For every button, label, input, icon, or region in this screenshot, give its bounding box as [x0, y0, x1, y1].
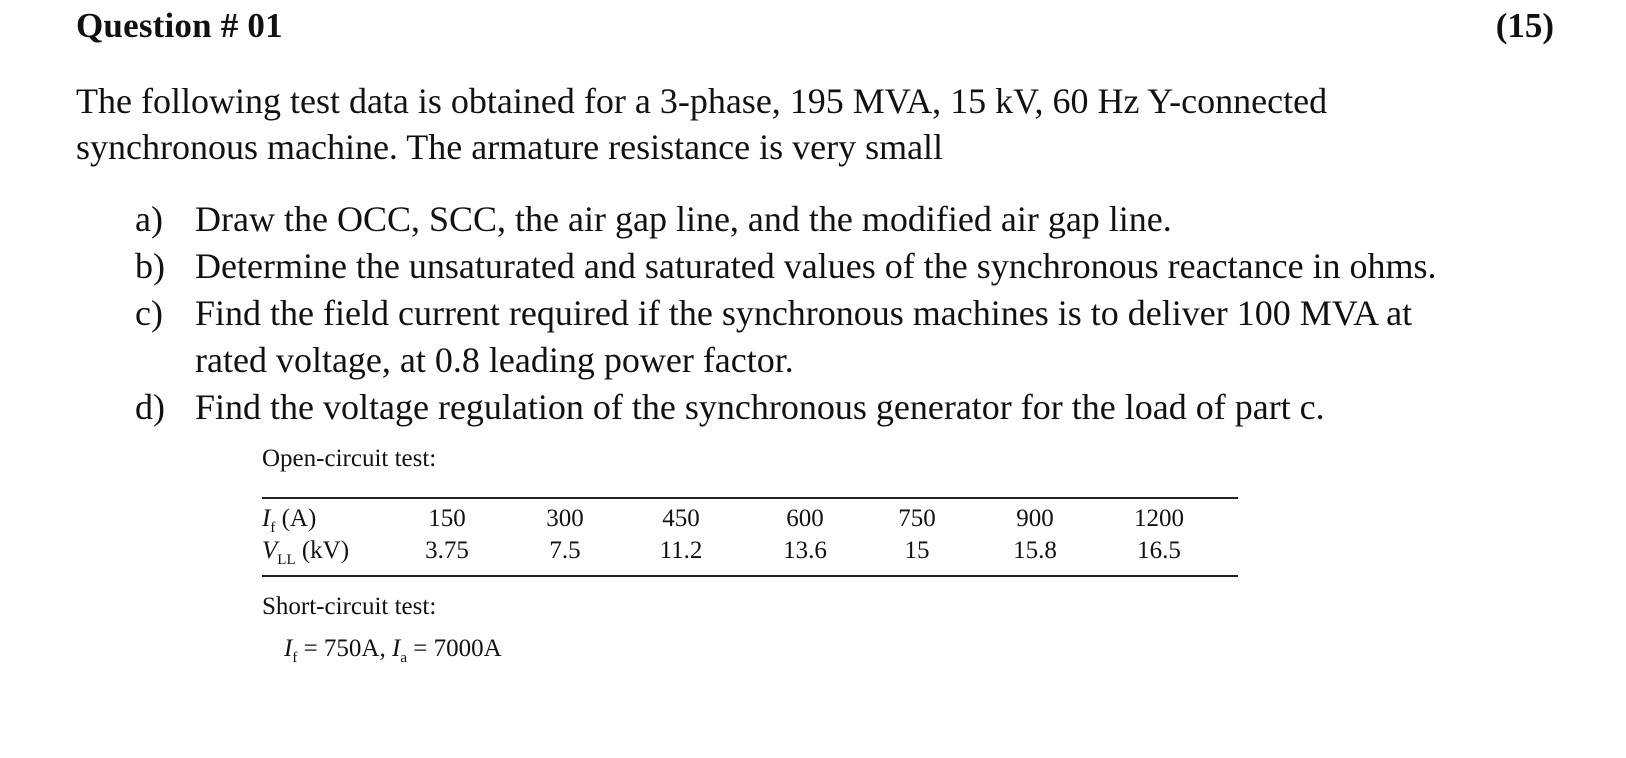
short-circuit-title: Short-circuit test: — [262, 593, 437, 620]
row-header-if: If (A) — [262, 505, 317, 536]
part-d: d) Find the voltage regulation of the sy… — [135, 384, 1605, 431]
table-top-rule — [262, 497, 1238, 499]
table-cell: 15.8 — [1013, 537, 1057, 564]
row-header-vll: VLL (kV) — [262, 537, 350, 568]
part-label: c) — [135, 293, 163, 333]
table-cell: 7.5 — [549, 537, 581, 564]
table-bottom-rule — [262, 575, 1238, 577]
table-cell: 15 — [904, 537, 930, 564]
table-cell: 600 — [786, 505, 824, 532]
intro-line-1: The following test data is obtained for … — [76, 81, 1328, 121]
part-text: Determine the unsaturated and saturated … — [195, 246, 1437, 286]
table-cell: 750 — [898, 505, 936, 532]
table-cell: 3.75 — [425, 537, 469, 564]
table-row-field-current: If (A) 150 300 450 600 750 900 1200 — [262, 505, 1238, 536]
table-cell: 11.2 — [659, 537, 703, 564]
open-circuit-title: Open-circuit test: — [262, 445, 437, 472]
table-cell: 1200 — [1134, 505, 1184, 532]
question-intro: The following test data is obtained for … — [76, 78, 1576, 170]
question-marks: (15) — [1495, 6, 1554, 45]
part-text: Draw the OCC, SCC, the air gap line, and… — [195, 199, 1172, 239]
table-cell: 300 — [546, 505, 584, 532]
part-text: Find the field current required if the s… — [195, 293, 1413, 333]
part-label: b) — [135, 246, 165, 286]
part-a: a) Draw the OCC, SCC, the air gap line, … — [135, 196, 1605, 243]
part-label: d) — [135, 387, 165, 427]
table-cell: 13.6 — [783, 537, 827, 564]
part-text: Find the voltage regulation of the synch… — [195, 387, 1325, 427]
table-cell: 450 — [662, 505, 700, 532]
table-cell: 150 — [428, 505, 466, 532]
table-cell: 16.5 — [1137, 537, 1181, 564]
question-parts-list: a) Draw the OCC, SCC, the air gap line, … — [135, 196, 1605, 431]
table-row-line-voltage: VLL (kV) 3.75 7.5 11.2 13.6 15 15.8 16.5 — [262, 537, 1238, 568]
short-circuit-equation: If = 750A, Ia = 7000A — [284, 635, 502, 666]
intro-line-2: synchronous machine. The armature resist… — [76, 127, 944, 167]
part-text: rated voltage, at 0.8 leading power fact… — [195, 340, 794, 380]
part-c: c) Find the field current required if th… — [135, 290, 1605, 384]
part-label: a) — [135, 199, 163, 239]
question-title: Question # 01 — [76, 6, 283, 45]
table-cell: 900 — [1016, 505, 1054, 532]
part-b: b) Determine the unsaturated and saturat… — [135, 243, 1605, 290]
